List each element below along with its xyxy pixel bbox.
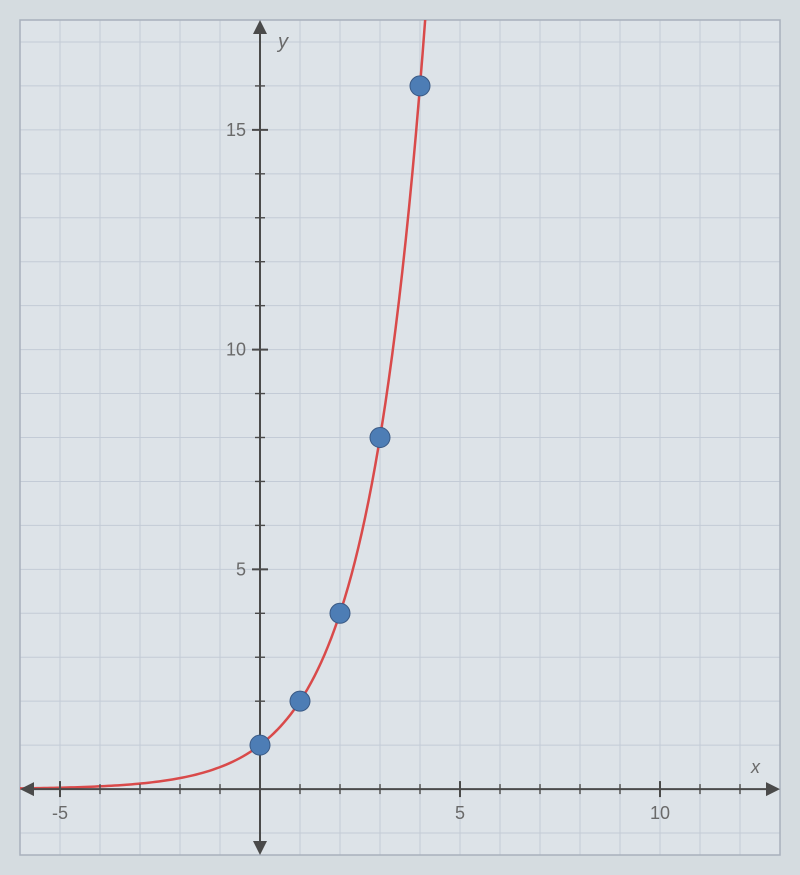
svg-text:10: 10 [226, 340, 246, 360]
svg-text:-5: -5 [52, 803, 68, 823]
svg-text:10: 10 [650, 803, 670, 823]
svg-text:15: 15 [226, 120, 246, 140]
chart-svg: -5 5 10 5 10 15 y x [0, 0, 800, 875]
svg-text:5: 5 [455, 803, 465, 823]
svg-text:5: 5 [236, 559, 246, 579]
svg-text:x: x [750, 757, 761, 777]
svg-text:y: y [276, 31, 289, 53]
chart-container: -5 5 10 5 10 15 y x [0, 0, 800, 875]
